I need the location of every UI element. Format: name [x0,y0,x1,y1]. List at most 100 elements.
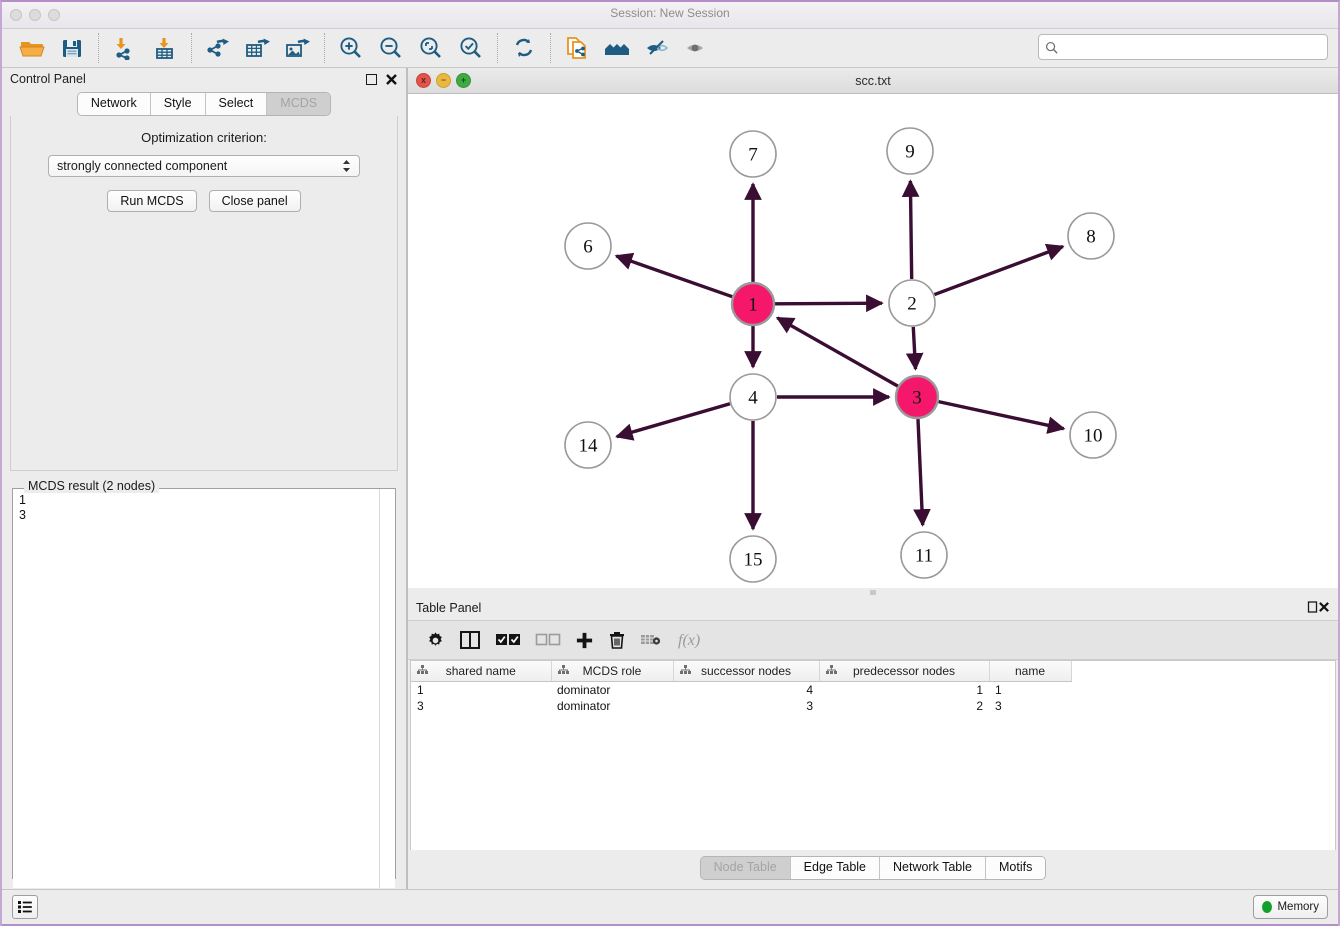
graph-node[interactable]: 7 [729,130,777,178]
run-mcds-button[interactable]: Run MCDS [107,190,197,212]
graph-node[interactable]: 1 [730,281,776,327]
float-panel-button[interactable] [366,73,377,85]
mcds-result-scrollbar[interactable] [379,489,395,888]
window-controls[interactable] [10,9,60,21]
graph-node-circle[interactable] [1067,212,1115,260]
graph-node[interactable]: 6 [564,222,612,270]
delete-column-icon[interactable] [608,627,626,653]
show-all-icon[interactable] [680,32,714,64]
column-header-predecessor-nodes[interactable]: predecessor nodes [819,661,990,682]
graph-node-circle[interactable] [886,127,934,175]
close-panel-button[interactable] [385,73,398,86]
node-table-area[interactable]: shared name MCDS role [410,660,1336,850]
graph-node-circle[interactable] [900,531,948,579]
save-icon[interactable] [55,32,89,64]
table-close-button[interactable] [1318,601,1330,616]
network-canvas[interactable]: 7 9 6 8 1 2 4 3 10 14 15 11 [408,94,1338,588]
optimization-criterion-select[interactable]: strongly connected component [48,155,360,177]
graph-node[interactable]: 11 [900,531,948,579]
new-network-icon[interactable] [560,32,594,64]
graph-node-circle[interactable] [564,222,612,270]
refresh-icon[interactable] [507,32,541,64]
graph-node-circle[interactable] [564,421,612,469]
graph-edge[interactable] [933,243,1065,297]
graph-edge[interactable] [614,252,733,299]
layout-icon[interactable] [600,32,634,64]
list-item[interactable]: 1 [19,493,26,507]
add-column-icon[interactable] [575,627,594,653]
graph-node-circle[interactable] [894,374,940,420]
graph-node[interactable]: 8 [1067,212,1115,260]
network-close-button[interactable]: x [416,73,431,88]
memory-button[interactable]: Memory [1253,895,1328,919]
graph-node-circle[interactable] [729,535,777,583]
tab-edge-table[interactable]: Edge Table [790,857,880,879]
select-all-icon[interactable] [495,627,521,653]
graph-edge[interactable] [913,418,931,527]
graph-node-circle[interactable] [730,281,776,327]
column-header-name[interactable]: name [989,661,1072,682]
graph-node-circle[interactable] [888,279,936,327]
graph-node-circle[interactable] [729,373,777,421]
graph-edge[interactable] [938,399,1066,434]
graph-node[interactable]: 9 [886,127,934,175]
graph-node[interactable]: 2 [888,279,936,327]
graph-node-circle[interactable] [729,130,777,178]
tab-network[interactable]: Network [77,93,151,115]
graph-node[interactable]: 14 [564,421,612,469]
export-image-icon[interactable] [281,32,315,64]
list-item[interactable]: 3 [19,508,26,522]
graph-edge[interactable] [905,326,924,371]
import-network-icon[interactable] [108,32,142,64]
search-box[interactable] [1038,34,1328,60]
tab-style[interactable]: Style [150,93,206,115]
mcds-result-list[interactable]: 1 3 [13,489,380,888]
network-zoom-button[interactable]: + [456,73,471,88]
panel-splitter[interactable] [407,588,1338,596]
column-header-shared-name[interactable]: shared name [411,661,552,682]
deselect-all-icon[interactable] [535,627,561,653]
close-panel-action-button[interactable]: Close panel [208,190,301,212]
graph-edge[interactable] [774,294,884,313]
maximize-window-button[interactable] [48,9,60,21]
table-row[interactable]: 1 dominator 4 1 1 [411,682,1071,699]
tasks-button[interactable] [12,895,38,919]
export-table-icon[interactable] [241,32,275,64]
zoom-in-icon[interactable] [334,32,368,64]
split-columns-icon[interactable] [459,627,481,653]
import-table-icon[interactable] [148,32,182,64]
close-window-button[interactable] [10,9,22,21]
import-column-icon[interactable] [640,627,662,653]
graph-node[interactable]: 3 [894,374,940,420]
search-input[interactable] [1063,39,1321,55]
column-header-successor-nodes[interactable]: successor nodes [673,661,820,682]
table-float-button[interactable] [1307,600,1318,616]
hide-selected-icon[interactable] [640,32,674,64]
settings-gear-icon[interactable] [426,627,445,653]
minimize-window-button[interactable] [29,9,41,21]
tab-motifs[interactable]: Motifs [985,857,1046,879]
graph-edge[interactable] [775,316,899,388]
network-window-controls[interactable]: x − + [416,73,471,88]
graph-edge[interactable] [615,402,731,441]
zoom-fit-icon[interactable] [414,32,448,64]
graph-node[interactable]: 15 [729,535,777,583]
zoom-out-icon[interactable] [374,32,408,64]
graph-node[interactable]: 4 [729,373,777,421]
node-layer[interactable]: 7 9 6 8 1 2 4 3 10 14 15 11 [564,127,1117,583]
graph-node[interactable]: 10 [1069,411,1117,459]
tab-node-table[interactable]: Node Table [700,857,791,879]
table-row[interactable]: 3 dominator 3 2 3 [411,698,1071,714]
graph-node-circle[interactable] [1069,411,1117,459]
splitter-grip[interactable] [870,590,876,595]
function-builder-icon[interactable]: f(x) [676,627,706,653]
tab-network-table[interactable]: Network Table [880,857,986,879]
network-minimize-button[interactable]: − [436,73,451,88]
network-graph[interactable]: 7 9 6 8 1 2 4 3 10 14 15 11 [408,94,1338,588]
graph-edge[interactable] [901,179,920,280]
tab-mcds[interactable]: MCDS [267,93,331,115]
zoom-selected-icon[interactable] [454,32,488,64]
export-network-icon[interactable] [201,32,235,64]
tab-select[interactable]: Select [205,93,268,115]
column-header-mcds-role[interactable]: MCDS role [551,661,674,682]
